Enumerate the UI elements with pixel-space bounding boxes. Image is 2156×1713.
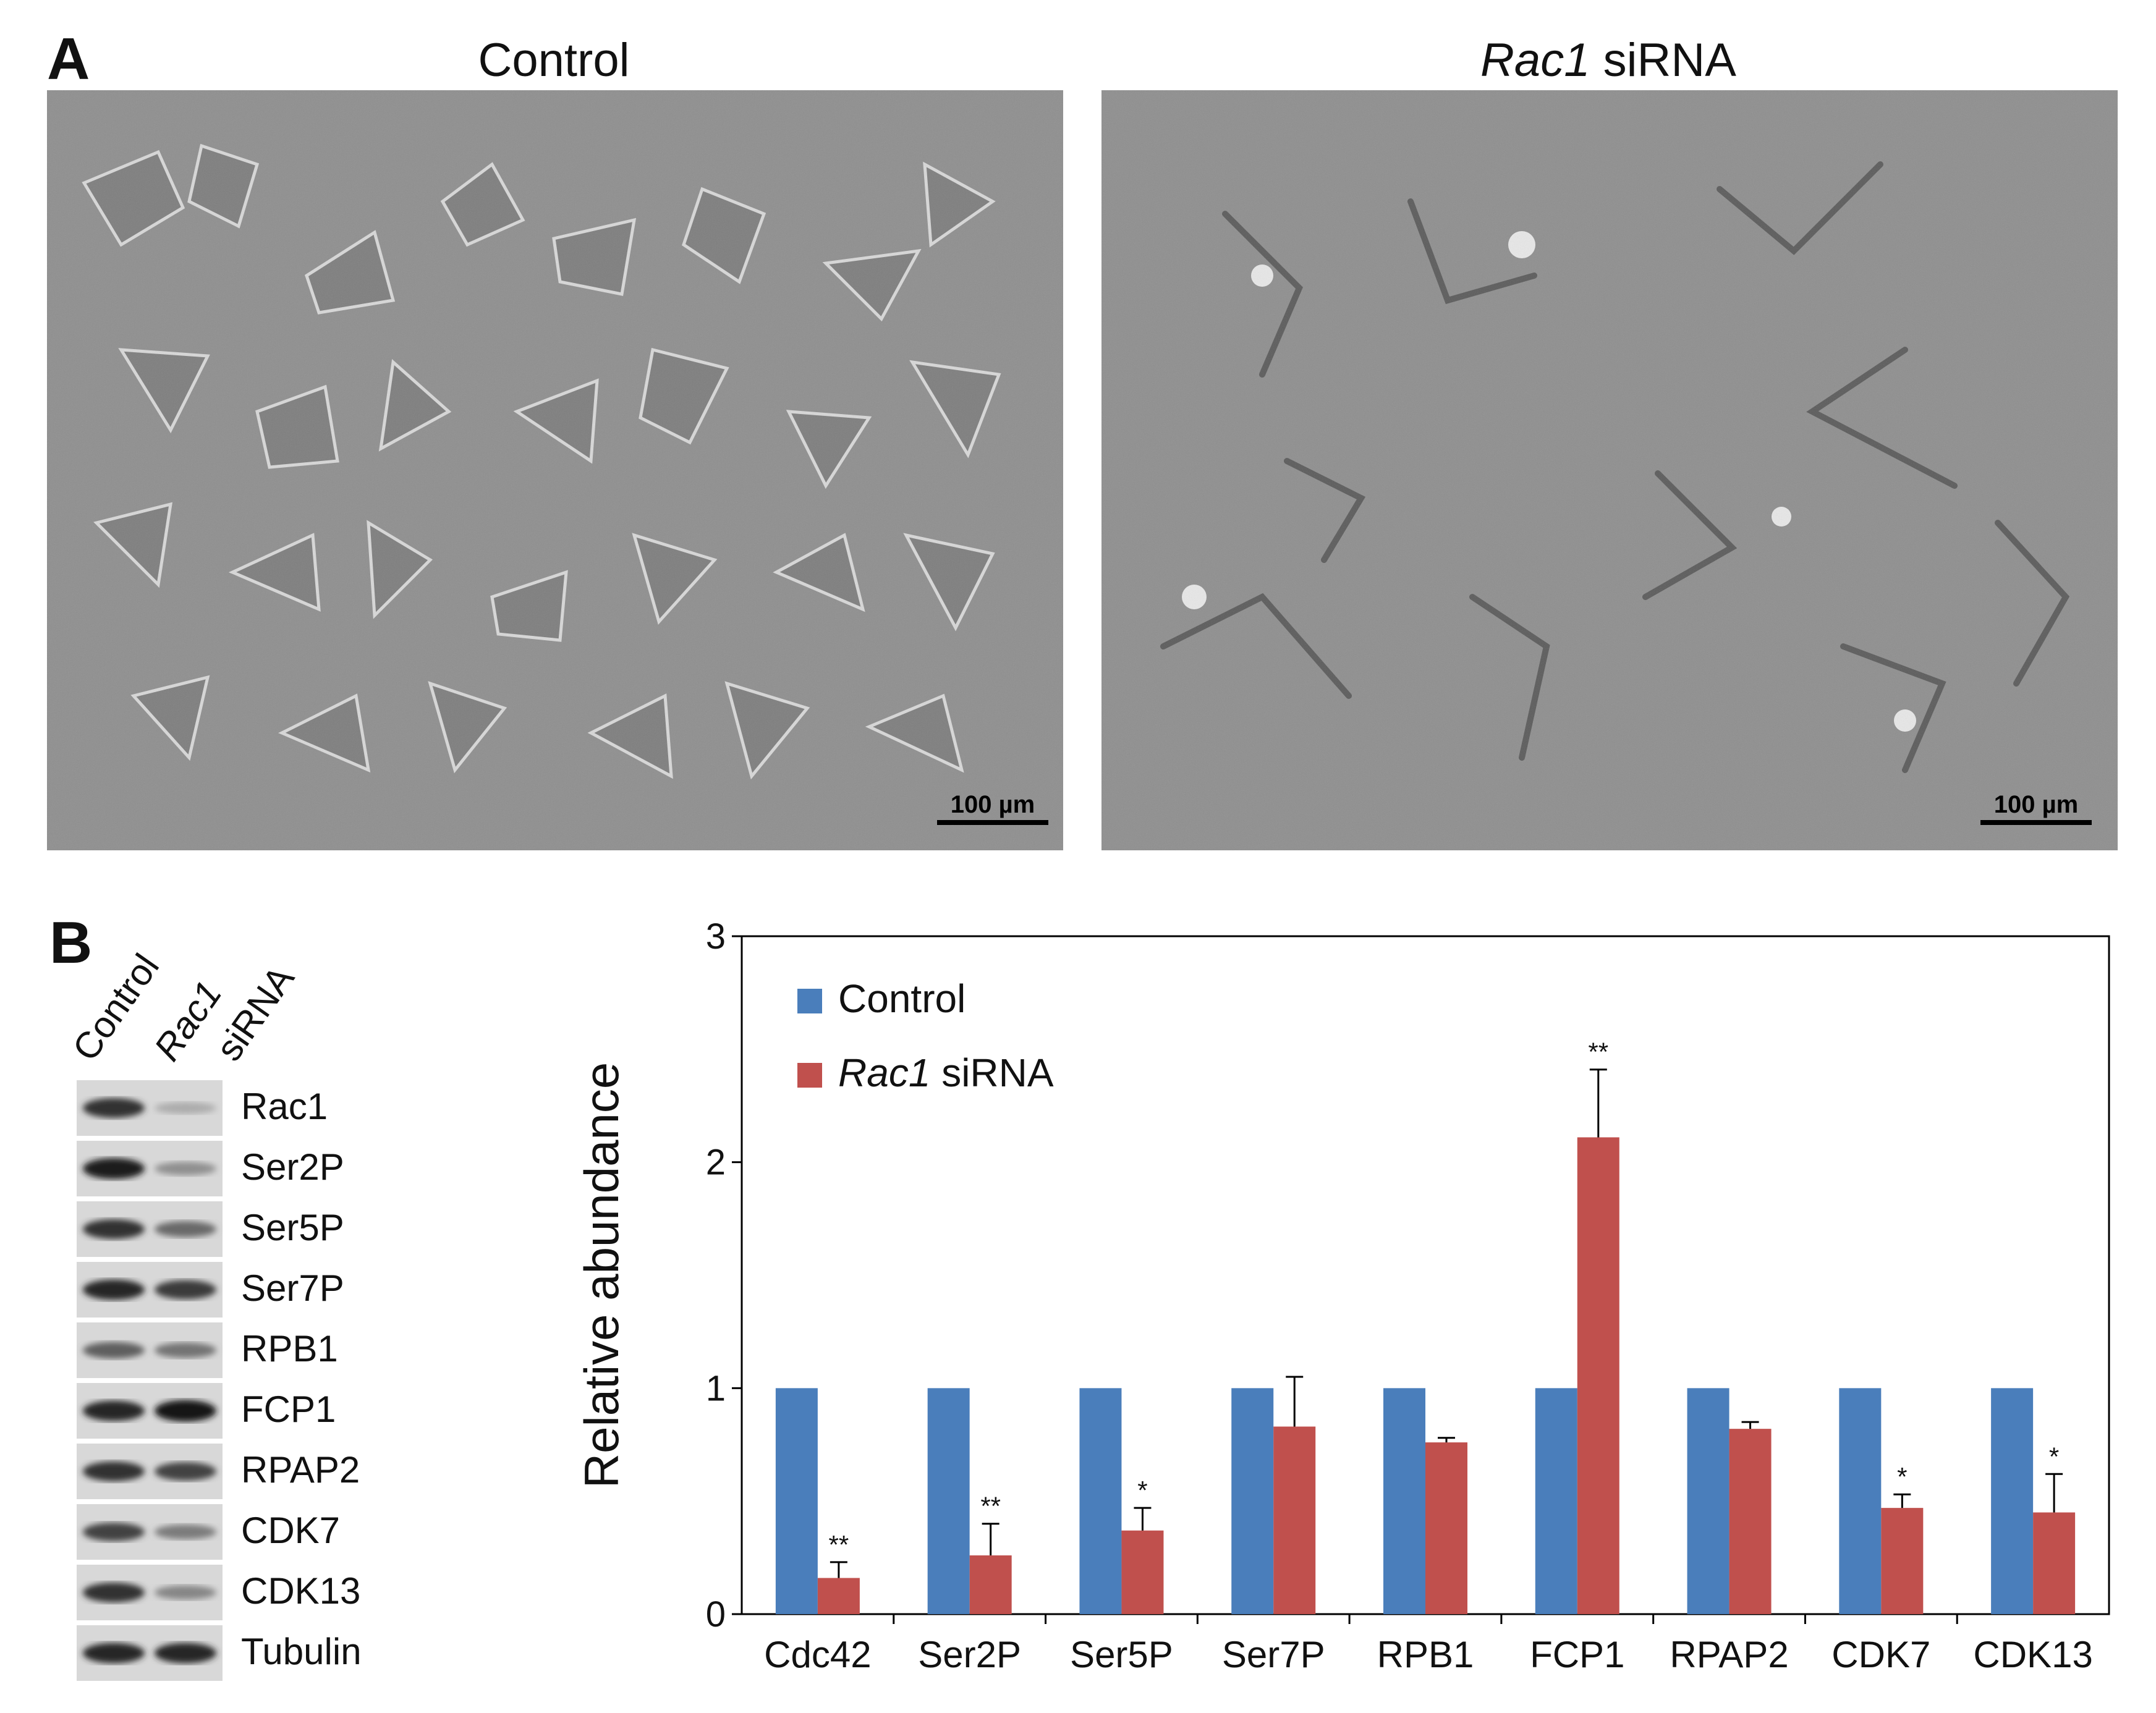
blot-strip-ser7p xyxy=(77,1262,223,1318)
blot-band-control xyxy=(83,1523,145,1541)
legend-label-0: Control xyxy=(838,976,966,1021)
significance-fcp1: ** xyxy=(1588,1038,1608,1067)
bar-control-cdc42 xyxy=(775,1388,818,1614)
blot-band-control xyxy=(83,1219,145,1239)
y-tick-label-3: 3 xyxy=(706,916,726,957)
significance-ser5p: * xyxy=(1137,1476,1147,1505)
y-tick-label-0: 0 xyxy=(706,1594,726,1635)
blot-band-control xyxy=(83,1158,145,1179)
blot-strip-cdk7 xyxy=(77,1504,223,1560)
blot-band-rac1 xyxy=(155,1221,216,1237)
blot-label-rac1: Rac1 xyxy=(241,1086,328,1127)
blot-band-control xyxy=(83,1643,145,1664)
x-tick-label-cdk7: CDK7 xyxy=(1831,1634,1930,1675)
rac1-title-rest: siRNA xyxy=(1590,34,1736,87)
blot-band-rac1 xyxy=(155,1280,216,1300)
blot-label-ser7p: Ser7P xyxy=(241,1267,344,1309)
blot-label-ser2p: Ser2P xyxy=(241,1146,344,1188)
blot-band-control xyxy=(83,1400,145,1421)
significance-cdk7: * xyxy=(1897,1462,1907,1491)
bar-control-fcp1 xyxy=(1535,1388,1577,1614)
blot-band-rac1 xyxy=(155,1162,216,1175)
blot-label-ser5p: Ser5P xyxy=(241,1207,344,1248)
bar-rac1-sirna-rpap2 xyxy=(1729,1429,1772,1614)
blot-strip-rac1 xyxy=(77,1080,223,1136)
blot-label-rpb1: RPB1 xyxy=(241,1328,338,1369)
blot-band-control xyxy=(83,1461,145,1481)
significance-cdk13: * xyxy=(2049,1442,2059,1471)
blot-strip-tubulin xyxy=(77,1625,223,1681)
y-axis-label: Relative abundance xyxy=(574,1062,629,1489)
y-tick-label-1: 1 xyxy=(706,1368,726,1408)
rac1-scale-bar-label: 100 µm xyxy=(1993,791,2079,818)
bar-rac1-sirna-ser2p xyxy=(969,1555,1012,1614)
lane-label-rac1: Rac1 xyxy=(146,973,230,1068)
blot-band-rac1 xyxy=(155,1400,216,1422)
blot-band-control xyxy=(83,1098,145,1118)
rac1-title-italic: Rac1 xyxy=(1480,34,1590,87)
blot-strip-fcp1 xyxy=(77,1383,223,1439)
bar-rac1-sirna-ser7p xyxy=(1273,1426,1316,1614)
x-tick-label-cdk13: CDK13 xyxy=(1973,1634,2092,1675)
blot-strip-rpap2 xyxy=(77,1444,223,1499)
control-micrograph xyxy=(47,90,1063,850)
blot-label-cdk13: CDK13 xyxy=(241,1570,361,1612)
legend-swatch-0 xyxy=(797,989,822,1013)
x-tick-label-ser7p: Ser7P xyxy=(1222,1634,1325,1675)
bar-rac1-sirna-cdk7 xyxy=(1881,1508,1924,1614)
y-tick-label-2: 2 xyxy=(706,1143,726,1183)
bar-control-rpap2 xyxy=(1687,1388,1729,1614)
rac1-scale-bar: 100 µm xyxy=(1980,791,2092,825)
lane-label-sirna: siRNA xyxy=(208,958,302,1068)
rac1-scale-bar-line xyxy=(1980,820,2092,825)
blot-strip-rpb1 xyxy=(77,1322,223,1378)
x-tick-label-rpap2: RPAP2 xyxy=(1670,1634,1788,1675)
blot-strip-cdk13 xyxy=(77,1565,223,1620)
bar-rac1-sirna-cdk13 xyxy=(2033,1512,2076,1614)
control-scale-bar-label: 100 µm xyxy=(950,791,1035,818)
bar-control-cdk7 xyxy=(1839,1388,1882,1614)
bar-rac1-sirna-cdc42 xyxy=(817,1578,860,1614)
panel-a-letter: A xyxy=(47,26,90,92)
control-scale-bar: 100 µm xyxy=(937,791,1048,825)
x-tick-label-fcp1: FCP1 xyxy=(1530,1634,1624,1675)
blot-label-fcp1: FCP1 xyxy=(241,1389,336,1430)
legend-swatch-1 xyxy=(797,1063,822,1088)
rac1-image-title: Rac1 siRNA xyxy=(1101,33,2115,87)
control-scale-bar-line xyxy=(937,820,1048,825)
bar-rac1-sirna-ser5p xyxy=(1121,1530,1164,1614)
bar-rac1-sirna-rpb1 xyxy=(1425,1442,1467,1614)
bar-rac1-sirna-fcp1 xyxy=(1577,1137,1619,1614)
blot-strip-ser2p xyxy=(77,1141,223,1196)
legend-label-1: Rac1 siRNA xyxy=(838,1051,1054,1095)
x-tick-label-rpb1: RPB1 xyxy=(1377,1634,1474,1675)
rac1-micrograph xyxy=(1101,90,2118,850)
bar-control-ser5p xyxy=(1079,1388,1122,1614)
bar-control-ser2p xyxy=(927,1388,970,1614)
blot-band-rac1 xyxy=(155,1102,216,1114)
control-image-title: Control xyxy=(478,34,630,87)
blot-band-rac1 xyxy=(155,1585,216,1600)
blot-band-control xyxy=(83,1342,145,1359)
x-tick-label-ser5p: Ser5P xyxy=(1070,1634,1173,1675)
x-tick-label-cdc42: Cdc42 xyxy=(764,1634,871,1675)
bar-control-cdk13 xyxy=(1991,1388,2034,1614)
blot-label-tubulin: Tubulin xyxy=(241,1631,362,1672)
blot-label-cdk7: CDK7 xyxy=(241,1510,341,1551)
blot-label-rpap2: RPAP2 xyxy=(241,1449,360,1491)
blot-band-rac1 xyxy=(155,1462,216,1481)
blot-band-control xyxy=(83,1583,145,1602)
bar-control-rpb1 xyxy=(1383,1388,1425,1614)
blot-strip-ser5p xyxy=(77,1201,223,1257)
significance-ser2p: ** xyxy=(980,1492,1001,1521)
bar-control-ser7p xyxy=(1231,1388,1274,1614)
blot-band-control xyxy=(83,1279,145,1300)
x-tick-label-ser2p: Ser2P xyxy=(918,1634,1021,1675)
blot-band-rac1 xyxy=(155,1342,216,1358)
plot-frame xyxy=(741,935,2110,1615)
significance-cdc42: ** xyxy=(829,1530,849,1559)
blot-band-rac1 xyxy=(155,1643,216,1664)
panel-b-letter: B xyxy=(49,910,93,976)
blot-band-rac1 xyxy=(155,1525,216,1539)
